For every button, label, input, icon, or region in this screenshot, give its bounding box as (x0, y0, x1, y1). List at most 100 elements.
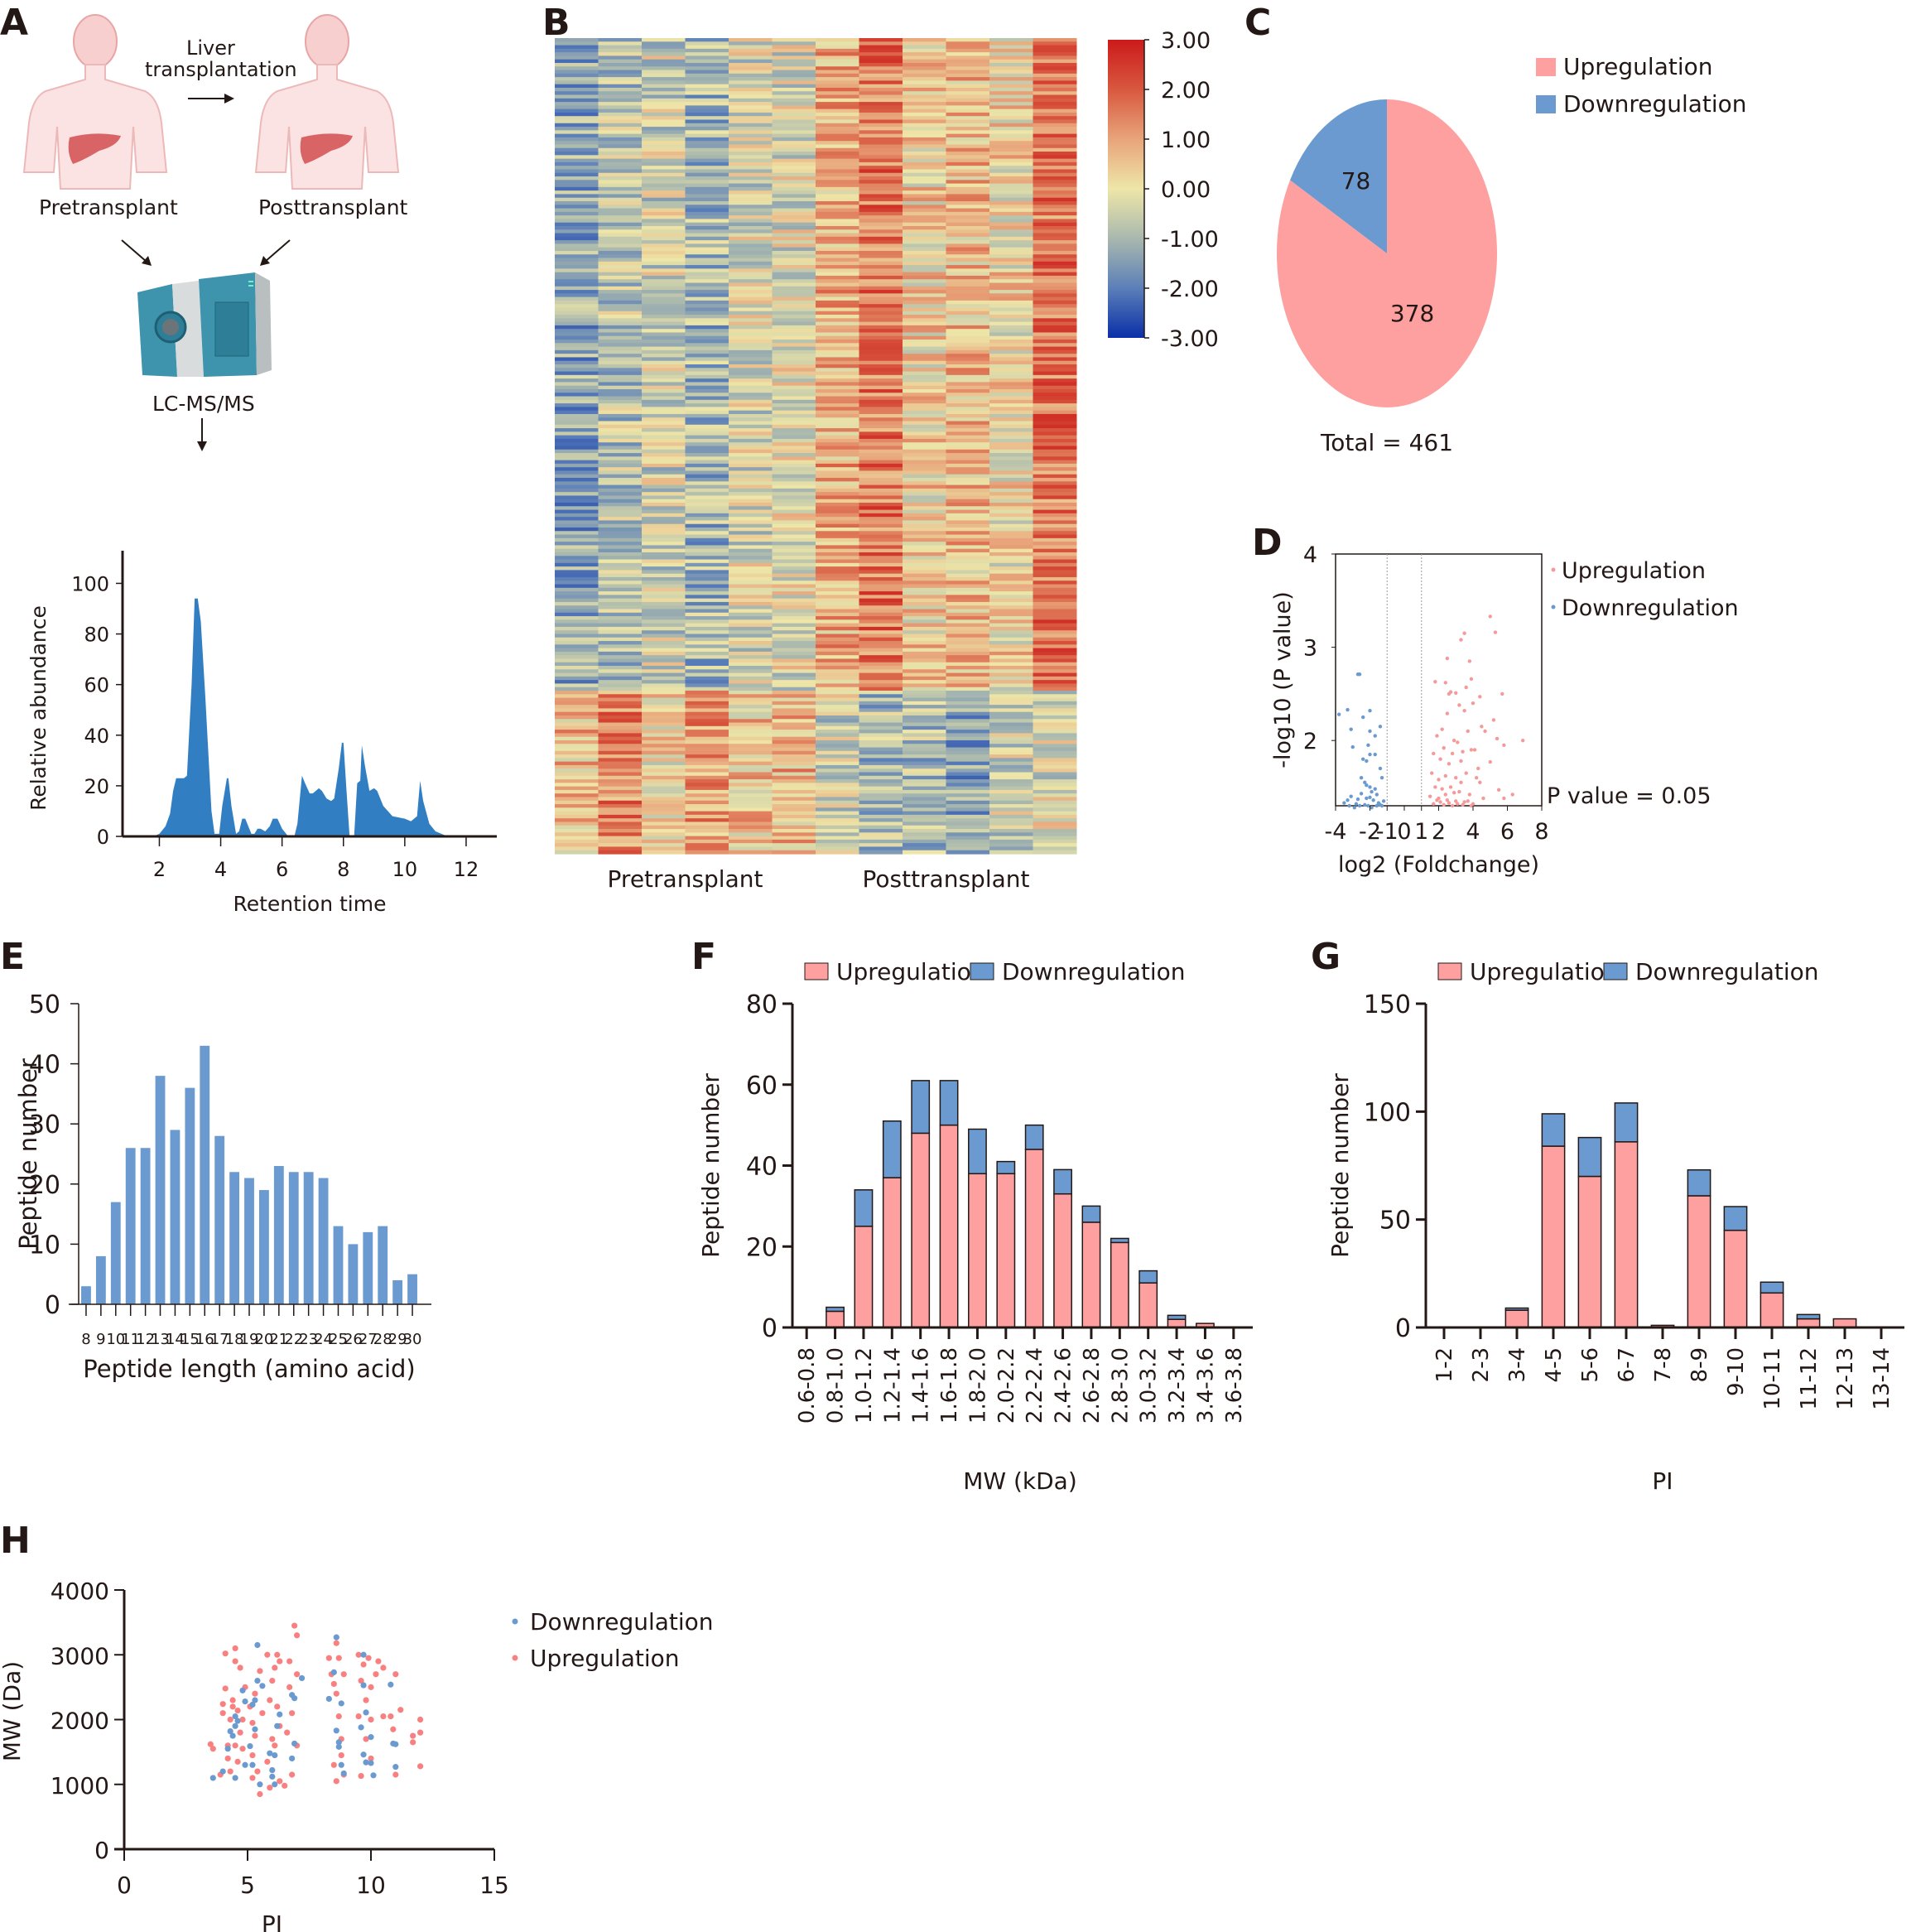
heatmap-cell (729, 492, 773, 497)
heatmap-cell (816, 584, 859, 589)
heatmap-cell (1033, 467, 1077, 472)
heatmap-cell (642, 552, 686, 556)
heatmap-cell (555, 797, 599, 802)
heatmap-cell (859, 304, 903, 309)
heatmap-cell (729, 91, 773, 96)
data-point-upregulation (207, 1741, 214, 1747)
heatmap-cell (946, 318, 990, 323)
heatmap-cell (729, 839, 773, 844)
heatmap-cell (903, 424, 946, 429)
heatmap-cell (685, 623, 729, 628)
data-point-upregulation (392, 1771, 399, 1778)
data-point-upregulation (234, 1707, 241, 1714)
data-point-downregulation (363, 1709, 369, 1716)
data-point-upregulation (1433, 785, 1437, 789)
heatmap-cell (946, 786, 990, 791)
legend-swatch-downregulation (1603, 962, 1628, 980)
heatmap-cell (555, 368, 599, 373)
heatmap-cell (772, 750, 816, 755)
heatmap-cell (729, 127, 773, 131)
data-point-upregulation (335, 1655, 342, 1661)
heatmap-cell (685, 268, 729, 273)
heatmap-cell (772, 431, 816, 436)
heatmap-cell (903, 258, 946, 263)
heatmap-cell (903, 55, 946, 60)
heatmap-cell (729, 105, 773, 110)
data-point-downregulation (1350, 744, 1355, 749)
heatmap-cell (859, 435, 903, 440)
heatmap-cell (1033, 528, 1077, 532)
heatmap-cell (1033, 658, 1077, 663)
heatmap-cell (1033, 59, 1077, 64)
heatmap-cell (903, 378, 946, 383)
heatmap-cell (685, 566, 729, 571)
heatmap-cell (946, 438, 990, 443)
data-point-upregulation (1493, 630, 1498, 634)
heatmap-cell (555, 761, 599, 766)
heatmap-cell (989, 374, 1033, 379)
heatmap-cell (642, 329, 686, 334)
heatmap-cell (859, 38, 903, 42)
data-point-upregulation (1467, 793, 1472, 797)
heatmap-cell (859, 258, 903, 263)
heatmap-cell (598, 609, 643, 614)
bar (363, 1231, 373, 1304)
heatmap-cell (729, 119, 773, 124)
heatmap-cell (555, 789, 599, 794)
heatmap-cell (685, 123, 729, 128)
bar (214, 1135, 225, 1304)
heatmap-cell (642, 84, 686, 89)
heatmap-cell (946, 676, 990, 681)
panel-label-h: H (0, 1520, 31, 1562)
heatmap-cell (1033, 388, 1077, 393)
data-point-upregulation (1445, 656, 1450, 661)
heatmap-cell (642, 183, 686, 188)
heatmap-cell (903, 201, 946, 205)
heatmap-cell (555, 354, 599, 359)
heatmap-cell (859, 711, 903, 716)
heatmap-cell (555, 233, 599, 238)
heatmap-cell (772, 484, 816, 489)
heatmap-cell (729, 84, 773, 89)
heatmap-cell (729, 846, 773, 851)
heatmap-cell (903, 725, 946, 730)
data-point-upregulation (1466, 799, 1470, 803)
heatmap-cell (1033, 666, 1077, 670)
heatmap-cell (598, 601, 643, 606)
heatmap-cell (989, 172, 1033, 177)
heatmap-cell (989, 517, 1033, 522)
x-tick-label: 2 (1432, 819, 1446, 845)
heatmap-cell (729, 108, 773, 113)
x-tick-label: 1.0-1.2 (852, 1347, 877, 1424)
heatmap-cell (555, 705, 599, 710)
x-tick-label: 3-4 (1505, 1347, 1530, 1382)
heatmap-cell (685, 152, 729, 156)
heatmap-cell (642, 648, 686, 653)
heatmap-cell (598, 772, 643, 777)
heatmap-cell (989, 318, 1033, 323)
heatmap-cell (859, 186, 903, 191)
heatmap-cell (729, 144, 773, 149)
heatmap-cell (772, 836, 816, 841)
heatmap-cell (598, 517, 643, 522)
bar (110, 1202, 121, 1304)
heatmap-cell (729, 403, 773, 407)
heatmap-cell (816, 357, 859, 362)
heatmap-cell (989, 556, 1033, 561)
heatmap-cell (1033, 800, 1077, 805)
heatmap-cell (859, 279, 903, 284)
heatmap-cell (903, 744, 946, 749)
heatmap-cell (555, 407, 599, 412)
heatmap-cell (729, 137, 773, 142)
heatmap-cell (816, 463, 859, 468)
heatmap-cell (989, 495, 1033, 500)
heatmap-cell (772, 91, 816, 96)
heatmap-cell (729, 562, 773, 567)
heatmap-cell (555, 343, 599, 348)
heatmap-cell (903, 431, 946, 436)
heatmap-cell (685, 513, 729, 518)
heatmap-cell (816, 730, 859, 734)
data-point-upregulation (1472, 748, 1477, 752)
heatmap-cell (729, 573, 773, 578)
heatmap-cell (555, 382, 599, 387)
